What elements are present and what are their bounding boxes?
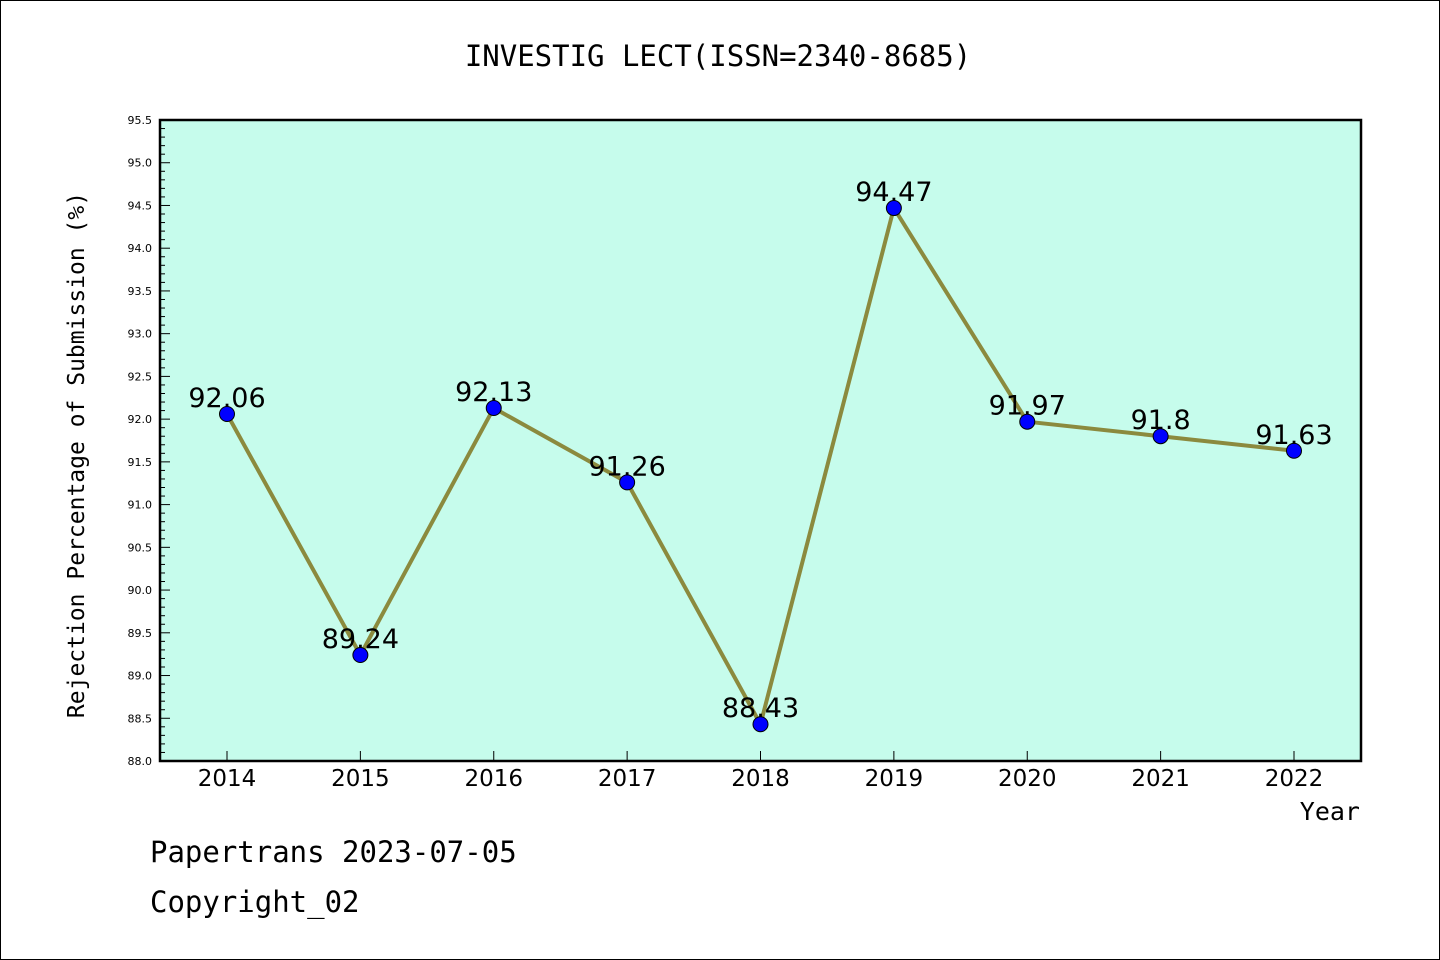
y-tick-label: 95.5 [128, 114, 153, 127]
y-tick-label: 92.5 [128, 370, 153, 383]
y-tick-label: 91.5 [128, 456, 153, 469]
footer-credit: Papertrans 2023-07-05 [150, 835, 517, 869]
y-tick-label: 95.0 [128, 157, 153, 170]
y-tick-label: 89.5 [128, 627, 153, 640]
x-tick-label: 2019 [865, 766, 924, 792]
data-label: 91.63 [1255, 420, 1332, 451]
x-tick-label: 2020 [998, 766, 1057, 792]
x-tick-label: 2014 [198, 766, 257, 792]
y-tick-label: 89.0 [128, 670, 153, 683]
data-label: 92.13 [455, 377, 532, 408]
data-point [485, 400, 502, 417]
x-axis: 2014 2015 2016 2017 2018 2019 2020 2021 2022 [198, 751, 1324, 792]
data-point [1152, 428, 1169, 445]
data-labels: 92.06 89.24 92.13 91.26 88.43 94.47 91.97 91.8 9… [188, 177, 1332, 724]
y-tick-label: 94.5 [128, 199, 153, 212]
data-label: 94.47 [855, 177, 932, 208]
x-tick-label: 2022 [1265, 766, 1324, 792]
y-tick-label: 92.0 [128, 413, 153, 426]
data-point [752, 716, 769, 733]
data-label: 88.43 [722, 693, 799, 724]
y-tick-label: 90.0 [128, 584, 153, 597]
footer-copyright: Copyright_02 [150, 885, 360, 919]
x-axis-label: Year [1300, 797, 1360, 826]
y-tick-label: 88.0 [128, 755, 153, 768]
data-point [352, 647, 369, 664]
y-tick-label: 91.0 [128, 499, 153, 512]
x-tick-label: 2016 [464, 766, 523, 792]
data-point [885, 200, 902, 217]
data-label: 91.26 [588, 451, 665, 482]
y-axis-label: Rejection Percentage of Submission (%) [64, 192, 90, 718]
x-tick-label: 2021 [1131, 766, 1190, 792]
x-tick-label: 2015 [331, 766, 390, 792]
y-tick-label: 93.5 [128, 285, 153, 298]
data-label: 89.24 [322, 624, 399, 655]
y-tick-label: 88.5 [128, 712, 153, 725]
x-tick-label: 2018 [731, 766, 790, 792]
chart-title: INVESTIG LECT(ISSN=2340-8685) [465, 39, 971, 73]
y-tick-label: 90.5 [128, 541, 153, 554]
data-point [219, 406, 235, 423]
data-label: 91.8 [1131, 405, 1191, 436]
y-tick-label: 94.0 [128, 242, 153, 255]
data-point [1286, 442, 1302, 459]
x-tick-label: 2017 [598, 766, 657, 792]
data-label: 91.97 [989, 391, 1066, 422]
y-axis: 88.0 88.5 89.0 89.5 90.0 90.5 91.0 91.5 92.0 92.5… [128, 114, 170, 768]
data-points [219, 200, 1302, 733]
y-tick-label: 93.0 [128, 328, 153, 341]
data-point [1019, 413, 1036, 430]
data-label: 92.06 [188, 383, 265, 414]
data-point [619, 474, 636, 491]
plot-area [158, 118, 1363, 763]
